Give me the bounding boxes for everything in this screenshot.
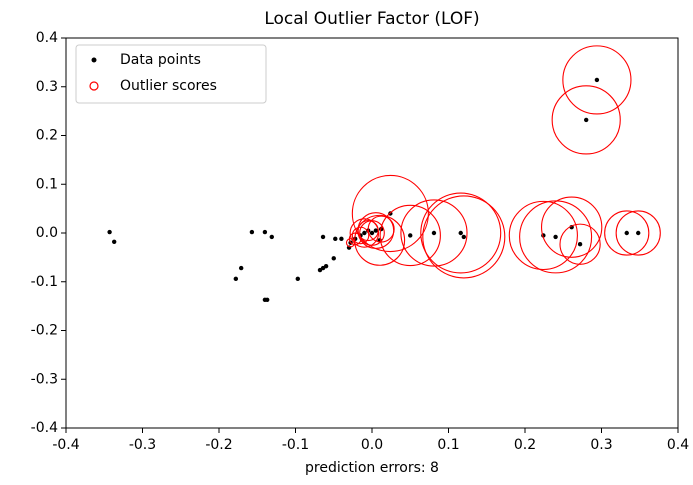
legend-label: Data points <box>120 52 201 68</box>
y-tick-label: -0.4 <box>31 420 58 436</box>
data-point <box>339 236 344 242</box>
y-tick-label: -0.2 <box>31 323 58 339</box>
legend-marker <box>91 57 97 63</box>
x-tick-label: 0.1 <box>437 437 459 453</box>
data-point <box>107 229 112 235</box>
x-tick-label: -0.3 <box>129 437 156 453</box>
data-point <box>269 234 274 240</box>
x-axis-label: prediction errors: 8 <box>305 460 439 476</box>
data-point <box>636 230 641 236</box>
y-tick-label: 0.3 <box>36 79 58 95</box>
y-tick-label: 0.2 <box>36 128 58 144</box>
outlier-circle <box>400 199 468 267</box>
chart-title: Local Outlier Factor (LOF) <box>264 9 479 29</box>
outlier-circle <box>420 192 502 274</box>
data-point <box>408 233 413 238</box>
y-tick-label: -0.3 <box>31 371 58 387</box>
legend-marker <box>89 81 99 91</box>
outlier-circle <box>508 200 578 271</box>
data-point <box>238 265 244 271</box>
data-point <box>461 234 466 240</box>
data-point <box>624 230 629 236</box>
data-point <box>362 230 367 236</box>
y-tick-label: 0.0 <box>36 225 58 241</box>
outlier-circle <box>349 218 380 248</box>
data-point <box>323 263 329 269</box>
data-point <box>320 234 326 240</box>
data-point <box>262 229 268 235</box>
outlier-circle <box>559 223 601 265</box>
data-point <box>233 276 239 282</box>
x-tick-label: -0.1 <box>282 437 309 453</box>
x-tick-label: -0.2 <box>205 437 232 453</box>
x-tick-label: -0.4 <box>52 437 79 453</box>
outlier-circle <box>540 196 603 258</box>
outlier-circle <box>354 214 406 266</box>
data-point <box>249 229 255 235</box>
outlier-circle <box>562 45 632 115</box>
data-point <box>458 230 463 236</box>
data-point <box>333 236 338 242</box>
data-point <box>553 234 558 240</box>
data-point <box>369 230 375 236</box>
data-point <box>111 239 117 244</box>
y-tick-label: -0.1 <box>31 274 58 290</box>
legend-label: Outlier scores <box>120 78 217 94</box>
x-tick-label: 0.0 <box>361 437 383 453</box>
outlier-circle <box>351 174 429 253</box>
data-point <box>295 276 300 282</box>
data-point <box>594 77 600 83</box>
data-point <box>431 230 437 236</box>
x-tick-label: 0.2 <box>514 437 536 453</box>
outlier-circle <box>604 210 650 256</box>
outlier-circle <box>519 200 593 274</box>
y-tick-label: 0.4 <box>36 30 58 46</box>
legend-box <box>75 44 267 104</box>
data-point <box>584 117 589 123</box>
outlier-circle <box>551 85 621 155</box>
outlier-circle <box>379 204 441 267</box>
x-tick-label: 0.4 <box>667 437 689 453</box>
data-point <box>577 242 583 247</box>
outlier-circle <box>422 195 506 279</box>
x-tick-label: 0.3 <box>590 437 612 453</box>
data-point <box>264 297 270 302</box>
plot-frame <box>65 37 679 429</box>
data-point <box>373 228 379 233</box>
y-tick-label: 0.1 <box>36 176 58 192</box>
data-point <box>331 256 336 261</box>
outlier-circle <box>615 210 661 256</box>
